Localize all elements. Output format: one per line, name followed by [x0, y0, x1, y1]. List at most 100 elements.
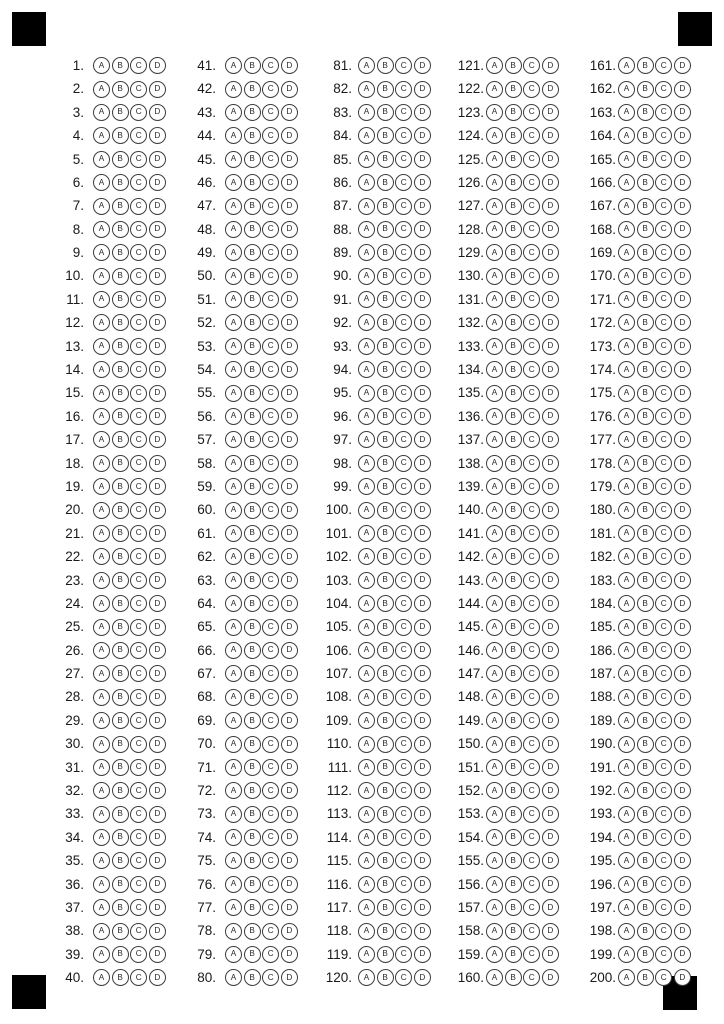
choice-bubble-b[interactable]: B	[376, 571, 394, 589]
choice-bubble-c[interactable]: C	[523, 782, 541, 800]
choice-bubble-d[interactable]: D	[148, 712, 166, 730]
choice-bubble-a[interactable]: A	[618, 408, 635, 426]
choice-bubble-d[interactable]: D	[413, 127, 431, 145]
choice-bubble-b[interactable]: B	[636, 337, 654, 355]
choice-bubble-b[interactable]: B	[243, 618, 261, 636]
choice-bubble-d[interactable]: D	[148, 571, 166, 589]
choice-bubble-b[interactable]: B	[111, 875, 129, 893]
choice-bubble-b[interactable]: B	[243, 548, 261, 566]
choice-bubble-c[interactable]: C	[655, 852, 673, 870]
choice-bubble-d[interactable]: D	[673, 946, 691, 964]
choice-bubble-a[interactable]: A	[358, 454, 375, 472]
choice-bubble-b[interactable]: B	[636, 291, 654, 309]
choice-bubble-d[interactable]: D	[413, 478, 431, 496]
choice-bubble-a[interactable]: A	[618, 571, 635, 589]
choice-bubble-c[interactable]: C	[262, 103, 280, 121]
choice-bubble-a[interactable]: A	[618, 80, 635, 98]
choice-bubble-a[interactable]: A	[618, 267, 635, 285]
choice-bubble-c[interactable]: C	[130, 501, 148, 519]
choice-bubble-d[interactable]: D	[673, 969, 691, 987]
choice-bubble-d[interactable]: D	[673, 197, 691, 215]
choice-bubble-a[interactable]: A	[93, 946, 110, 964]
choice-bubble-d[interactable]: D	[541, 758, 559, 776]
choice-bubble-d[interactable]: D	[280, 548, 298, 566]
choice-bubble-c[interactable]: C	[655, 571, 673, 589]
choice-bubble-c[interactable]: C	[655, 220, 673, 238]
choice-bubble-d[interactable]: D	[413, 431, 431, 449]
choice-bubble-c[interactable]: C	[395, 314, 413, 332]
choice-bubble-b[interactable]: B	[111, 57, 129, 75]
choice-bubble-a[interactable]: A	[486, 314, 503, 332]
choice-bubble-c[interactable]: C	[130, 805, 148, 823]
choice-bubble-b[interactable]: B	[243, 712, 261, 730]
choice-bubble-b[interactable]: B	[504, 244, 522, 262]
choice-bubble-c[interactable]: C	[130, 618, 148, 636]
choice-bubble-a[interactable]: A	[486, 361, 503, 379]
choice-bubble-c[interactable]: C	[655, 501, 673, 519]
choice-bubble-d[interactable]: D	[413, 197, 431, 215]
choice-bubble-a[interactable]: A	[225, 314, 242, 332]
choice-bubble-d[interactable]: D	[541, 478, 559, 496]
choice-bubble-a[interactable]: A	[225, 478, 242, 496]
choice-bubble-b[interactable]: B	[376, 548, 394, 566]
choice-bubble-c[interactable]: C	[395, 174, 413, 192]
choice-bubble-c[interactable]: C	[395, 688, 413, 706]
choice-bubble-a[interactable]: A	[358, 782, 375, 800]
choice-bubble-c[interactable]: C	[395, 758, 413, 776]
choice-bubble-c[interactable]: C	[262, 314, 280, 332]
choice-bubble-d[interactable]: D	[413, 899, 431, 917]
choice-bubble-c[interactable]: C	[262, 174, 280, 192]
choice-bubble-b[interactable]: B	[111, 431, 129, 449]
choice-bubble-d[interactable]: D	[413, 875, 431, 893]
choice-bubble-d[interactable]: D	[280, 571, 298, 589]
choice-bubble-c[interactable]: C	[130, 127, 148, 145]
choice-bubble-a[interactable]: A	[93, 571, 110, 589]
choice-bubble-c[interactable]: C	[523, 595, 541, 613]
choice-bubble-c[interactable]: C	[130, 314, 148, 332]
choice-bubble-a[interactable]: A	[618, 454, 635, 472]
choice-bubble-a[interactable]: A	[225, 361, 242, 379]
choice-bubble-a[interactable]: A	[225, 454, 242, 472]
choice-bubble-b[interactable]: B	[111, 291, 129, 309]
choice-bubble-d[interactable]: D	[541, 220, 559, 238]
choice-bubble-a[interactable]: A	[358, 899, 375, 917]
choice-bubble-a[interactable]: A	[618, 127, 635, 145]
choice-bubble-d[interactable]: D	[413, 220, 431, 238]
choice-bubble-b[interactable]: B	[376, 501, 394, 519]
choice-bubble-c[interactable]: C	[655, 595, 673, 613]
choice-bubble-a[interactable]: A	[618, 641, 635, 659]
choice-bubble-c[interactable]: C	[130, 431, 148, 449]
choice-bubble-b[interactable]: B	[636, 618, 654, 636]
choice-bubble-c[interactable]: C	[262, 478, 280, 496]
choice-bubble-c[interactable]: C	[655, 641, 673, 659]
choice-bubble-a[interactable]: A	[486, 150, 503, 168]
choice-bubble-c[interactable]: C	[655, 735, 673, 753]
choice-bubble-a[interactable]: A	[93, 127, 110, 145]
choice-bubble-d[interactable]: D	[280, 875, 298, 893]
choice-bubble-d[interactable]: D	[413, 805, 431, 823]
choice-bubble-a[interactable]: A	[225, 244, 242, 262]
choice-bubble-c[interactable]: C	[523, 665, 541, 683]
choice-bubble-c[interactable]: C	[523, 431, 541, 449]
choice-bubble-b[interactable]: B	[504, 641, 522, 659]
choice-bubble-d[interactable]: D	[541, 127, 559, 145]
choice-bubble-b[interactable]: B	[504, 80, 522, 98]
choice-bubble-a[interactable]: A	[618, 197, 635, 215]
choice-bubble-a[interactable]: A	[358, 291, 375, 309]
choice-bubble-c[interactable]: C	[262, 291, 280, 309]
choice-bubble-c[interactable]: C	[130, 384, 148, 402]
choice-bubble-b[interactable]: B	[636, 501, 654, 519]
choice-bubble-b[interactable]: B	[111, 782, 129, 800]
choice-bubble-b[interactable]: B	[111, 384, 129, 402]
choice-bubble-b[interactable]: B	[376, 150, 394, 168]
choice-bubble-a[interactable]: A	[486, 922, 503, 940]
choice-bubble-b[interactable]: B	[376, 805, 394, 823]
choice-bubble-a[interactable]: A	[358, 501, 375, 519]
choice-bubble-a[interactable]: A	[618, 244, 635, 262]
choice-bubble-b[interactable]: B	[111, 805, 129, 823]
choice-bubble-c[interactable]: C	[655, 57, 673, 75]
choice-bubble-a[interactable]: A	[358, 244, 375, 262]
choice-bubble-d[interactable]: D	[673, 688, 691, 706]
choice-bubble-b[interactable]: B	[636, 127, 654, 145]
choice-bubble-c[interactable]: C	[130, 361, 148, 379]
